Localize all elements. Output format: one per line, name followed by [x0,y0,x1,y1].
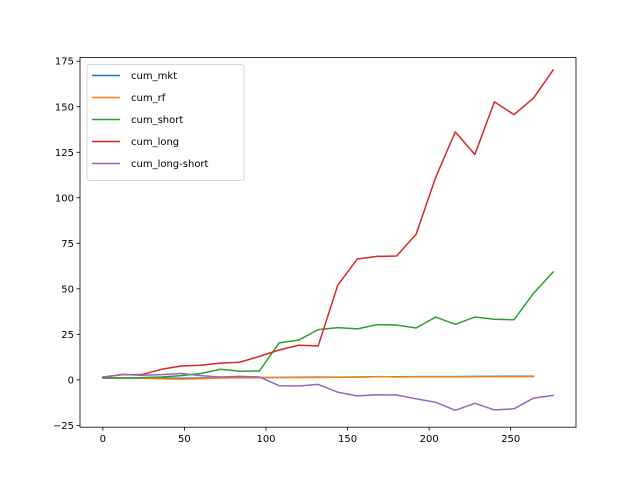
x-tick-label: 200 [420,434,439,445]
y-tick-label: 175 [55,57,74,68]
x-tick-label: 100 [256,434,275,445]
y-tick-label: 100 [55,193,74,204]
x-tick-label: 150 [338,434,357,445]
x-tick-label: 50 [178,434,191,445]
y-axis: −25 0 25 50 75 100 125 150 175 [53,57,80,432]
series-layer [101,68,555,412]
series-line-cum_long [101,68,555,378]
y-tick-label: −25 [53,421,74,432]
legend-label: cum_short [131,115,183,126]
series-line-cum_long-short [101,372,555,412]
plot-frame [79,57,577,428]
legend-label: cum_rf [131,93,166,104]
y-tick-label: 150 [55,102,74,113]
y-tick-label: 50 [61,284,74,295]
legend-box [86,64,245,181]
y-tick-label: 75 [61,239,74,250]
y-tick-label: 25 [61,330,74,341]
series-line-cum_short [102,270,555,379]
series-line-cum_rf [102,375,535,380]
legend-label: cum_long [131,137,179,148]
x-tick-label: 250 [501,434,520,445]
legend-label: cum_long-short [131,159,209,170]
legend-label: cum_mkt [131,71,177,82]
legend: cum_mkt cum_rf cum_short cum_long cum_long-s… [86,64,245,181]
y-tick-label: 0 [68,375,74,386]
x-tick-label: 0 [100,434,106,445]
x-axis: 0 50 100 150 200 250 [100,427,520,445]
y-tick-label: 125 [55,148,74,159]
